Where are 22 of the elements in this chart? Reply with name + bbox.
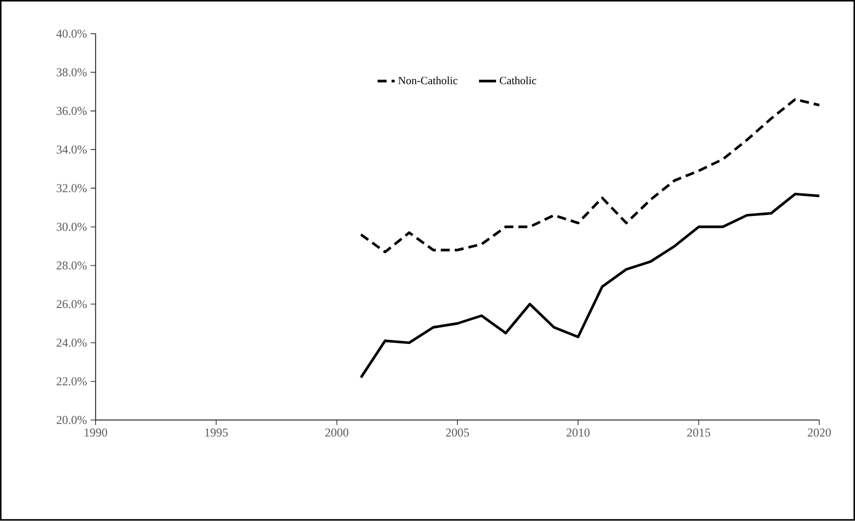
legend-label: Catholic [500,76,536,84]
y-tick-label: 30.0% [56,222,87,232]
x-tick-label: 1995 [205,428,228,437]
x-tick-label: 2000 [325,428,348,437]
y-tick-label: 28.0% [56,262,87,270]
y-tick-label: 32.0% [56,184,87,192]
x-tick-label: 2005 [446,428,469,437]
x-tick-label: 2010 [566,428,590,437]
y-tick-label: 22.0% [56,378,87,386]
legend-label: Non-Catholic [398,76,458,84]
x-tick-label: 1990 [84,428,108,437]
line-series [360,192,821,380]
x-tick-label: 2020 [808,428,831,437]
y-tick-label: 20.0% [56,416,87,424]
x-tick-label: 2015 [687,428,710,437]
y-tick-label: 26.0% [56,300,87,308]
y-tick-label: 40.0% [56,30,87,38]
y-tick-label: 36.0% [56,107,87,116]
y-tick-label: 34.0% [56,146,87,154]
line-series [360,98,821,254]
y-tick-label: 38.0% [56,68,87,77]
y-tick-label: 24.0% [56,338,87,348]
